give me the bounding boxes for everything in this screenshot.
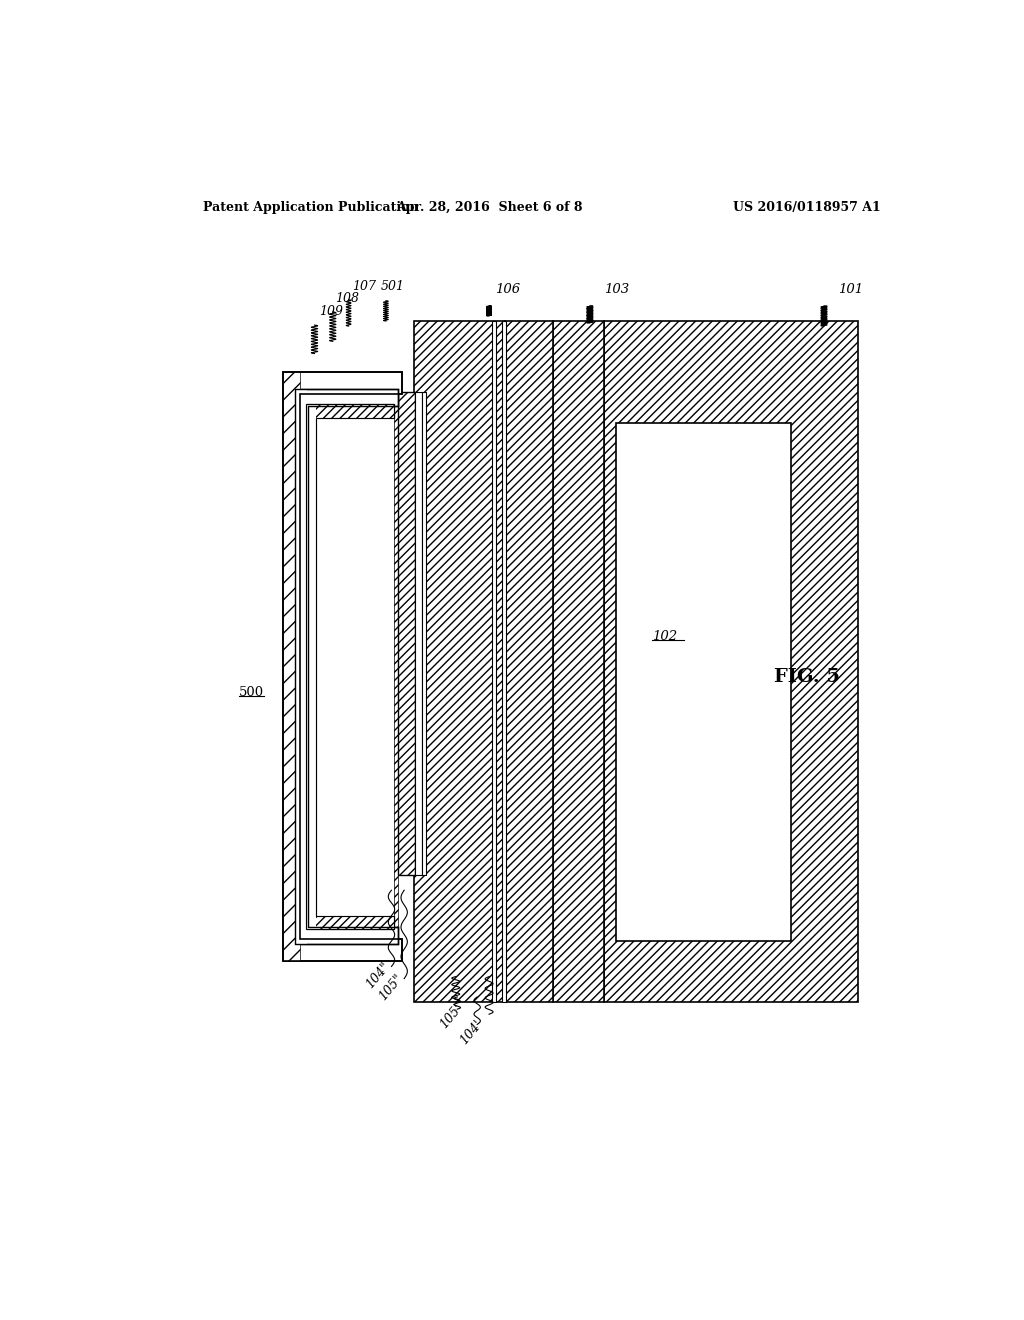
- Bar: [303, 399, 397, 939]
- Polygon shape: [295, 389, 397, 944]
- Bar: [397, 392, 416, 875]
- Text: FIG. 5: FIG. 5: [773, 668, 840, 686]
- Text: 103: 103: [604, 282, 630, 296]
- Polygon shape: [283, 372, 401, 961]
- Bar: [306, 404, 394, 929]
- Polygon shape: [306, 404, 394, 929]
- Bar: [604, 321, 858, 1002]
- Text: 109: 109: [319, 305, 343, 318]
- Text: 104": 104": [364, 960, 393, 990]
- Text: 105': 105': [437, 1002, 465, 1031]
- Text: 104': 104': [458, 1018, 485, 1047]
- Text: 105": 105": [377, 972, 406, 1003]
- Text: 500: 500: [239, 685, 263, 698]
- Text: 107: 107: [352, 280, 377, 293]
- Bar: [553, 321, 604, 1002]
- Bar: [505, 321, 553, 1002]
- Bar: [422, 392, 426, 875]
- Text: 108: 108: [335, 292, 359, 305]
- Bar: [616, 422, 791, 941]
- Bar: [416, 392, 422, 875]
- Text: US 2016/0118957 A1: US 2016/0118957 A1: [732, 201, 881, 214]
- Text: 106: 106: [495, 282, 520, 296]
- Bar: [283, 372, 300, 961]
- Text: 101: 101: [839, 282, 863, 296]
- Bar: [502, 321, 506, 1002]
- Bar: [316, 417, 394, 916]
- Bar: [295, 389, 307, 944]
- Bar: [306, 404, 316, 929]
- Bar: [414, 321, 505, 1002]
- Text: 102: 102: [652, 630, 677, 643]
- Bar: [493, 321, 497, 1002]
- Text: Patent Application Publication: Patent Application Publication: [204, 201, 419, 214]
- Text: Apr. 28, 2016  Sheet 6 of 8: Apr. 28, 2016 Sheet 6 of 8: [396, 201, 583, 214]
- Text: 501: 501: [380, 280, 404, 293]
